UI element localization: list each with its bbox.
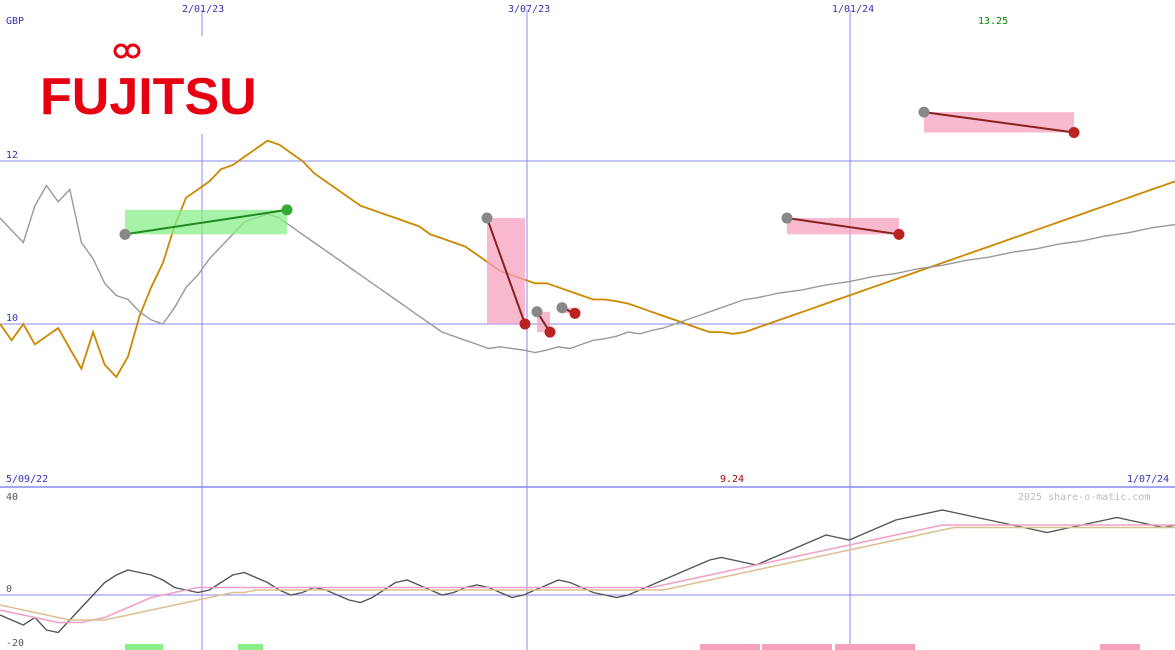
osc-tick-0: 0 — [6, 584, 12, 595]
oscillator-panel — [0, 509, 1175, 634]
date-label-3-07-23: 3/07/23 — [508, 4, 550, 15]
fast-average-line — [0, 524, 1175, 624]
trade-exit-marker — [893, 228, 905, 240]
trade-4 — [556, 302, 581, 319]
osc-tick-40: 40 — [6, 492, 18, 503]
benchmark-series — [0, 184, 1175, 354]
date-label-1-01-24: 1/01/24 — [832, 4, 874, 15]
trade-entry-marker — [531, 306, 543, 318]
volume-bars — [125, 644, 1140, 650]
volume-bar — [238, 644, 263, 650]
trade-2 — [481, 212, 531, 330]
trade-line — [923, 111, 1075, 134]
end-date-label: 1/07/24 — [1127, 474, 1169, 485]
logo-wordmark: FUJITSU — [40, 68, 257, 126]
trade-exit-marker — [281, 204, 293, 216]
trade-exit-marker — [1068, 126, 1080, 138]
trade-5 — [781, 212, 905, 240]
volume-bar — [762, 644, 832, 650]
volume-bar — [885, 644, 915, 650]
volume-bar — [1100, 644, 1140, 650]
trade-entry-marker — [918, 106, 930, 118]
slow-average-line — [0, 526, 1175, 621]
trade-entry-marker — [481, 212, 493, 224]
trade-line — [124, 208, 288, 236]
trade-entry-marker — [781, 212, 793, 224]
low-value-label: 9.24 — [720, 474, 744, 485]
fujitsu-logo: FUJITSU — [34, 36, 257, 134]
volume-bar — [700, 644, 760, 650]
volume-bar — [125, 644, 163, 650]
price-series — [0, 139, 1175, 379]
y-tick-12: 12 — [6, 150, 18, 161]
price-panel — [0, 139, 1175, 379]
trade-3 — [531, 306, 556, 338]
trade-exit-marker — [569, 307, 581, 319]
start-date-label: 5/09/22 — [6, 474, 48, 485]
logo-infinity-loop-right — [125, 43, 141, 59]
trade-entry-marker — [556, 302, 568, 314]
high-value-label: 13.25 — [978, 16, 1008, 27]
trade-1 — [119, 204, 293, 240]
trade-exit-marker — [544, 326, 556, 338]
slow-average-series — [0, 526, 1175, 621]
date-label-2-01-23: 2/01/23 — [182, 4, 224, 15]
price-line — [0, 139, 1175, 379]
trade-line — [786, 217, 900, 236]
currency-label: GBP — [6, 16, 24, 27]
trade-line — [486, 217, 526, 325]
osc-tick-neg20: -20 — [6, 638, 24, 649]
y-tick-10: 10 — [6, 313, 18, 324]
trade-entry-marker — [119, 228, 131, 240]
volume-bar — [835, 644, 885, 650]
trade-markers — [119, 106, 1080, 338]
watermark: 2025 share-o-matic.com — [1018, 492, 1150, 503]
trade-6 — [918, 106, 1080, 138]
benchmark-line — [0, 184, 1175, 354]
trade-exit-marker — [519, 318, 531, 330]
fast-average-series — [0, 524, 1175, 624]
